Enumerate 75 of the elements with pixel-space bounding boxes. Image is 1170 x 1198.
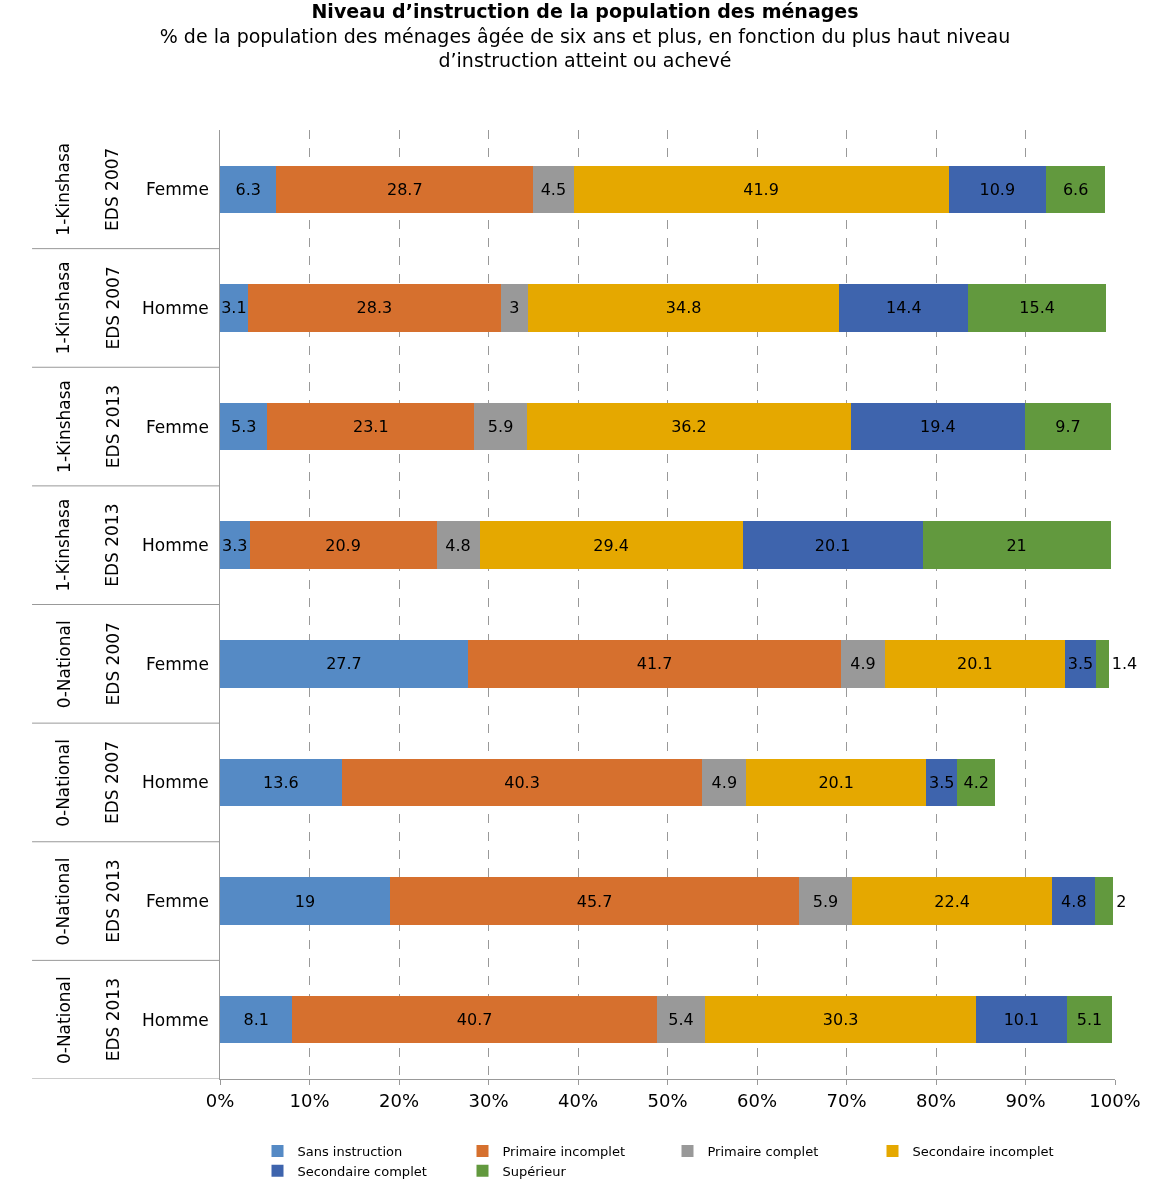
data-label: 4.2 [963, 772, 989, 792]
data-label: 3.5 [929, 772, 955, 792]
data-label: 28.3 [356, 298, 393, 318]
data-label: 6.6 [1062, 179, 1089, 199]
data-label: 20.1 [957, 654, 993, 674]
data-label: 4.8 [445, 535, 471, 555]
data-label: 40.3 [504, 772, 540, 792]
data-label: 3 [509, 298, 520, 318]
category-label: 0-National EDS 2013 Homme [53, 976, 209, 1065]
data-label: 13.6 [263, 772, 299, 792]
category-label: 0-National EDS 2007 Homme [52, 739, 209, 827]
data-label: 20.1 [818, 772, 855, 792]
data-label: 10.9 [979, 179, 1016, 199]
legend-label: Secondaire complet [297, 1163, 427, 1179]
data-label: 9.7 [1055, 417, 1081, 437]
data-label: 34.8 [665, 298, 702, 318]
x-tick-label: 60% [736, 1089, 778, 1111]
data-label: 45.7 [576, 891, 613, 911]
category-label: 1-Kinshasa EDS 2013 Homme [53, 498, 209, 592]
data-label: 14.4 [885, 298, 922, 318]
data-label: 5.9 [487, 417, 514, 437]
x-tick-label: 0% [205, 1089, 235, 1111]
data-label: 41.7 [636, 654, 673, 674]
data-label: 23.1 [352, 417, 389, 437]
data-label: 20.9 [325, 535, 361, 555]
x-tick-label: 80% [915, 1089, 957, 1111]
category-label: 0-National EDS 2013 Femme [53, 857, 209, 946]
data-label: 19.4 [919, 417, 956, 437]
category-label: 0-National EDS 2007 Femme [53, 620, 209, 709]
x-tick-label: 40% [557, 1089, 599, 1111]
data-label: 3.1 [221, 298, 247, 318]
legend-label: Primaire complet [707, 1143, 819, 1159]
data-label: 40.7 [456, 1010, 493, 1030]
data-label: 1.4 [1111, 654, 1138, 674]
legend-label: Secondaire incomplet [912, 1143, 1054, 1159]
chart-subtitle: % de la population des ménages âgée de six ans et plus, en fonction du plus haut niveau d’instruction atteint ou achevé [159, 24, 1011, 72]
data-label: 22.4 [934, 891, 970, 911]
legend-label: Supérieur [502, 1163, 567, 1179]
x-tick-label: 30% [468, 1089, 509, 1111]
data-label: 2 [1116, 891, 1127, 911]
x-tick-label: 90% [1005, 1089, 1046, 1111]
data-label: 3.3 [222, 535, 248, 555]
x-tick-label: 100% [1089, 1089, 1141, 1111]
data-label: 29.4 [593, 535, 629, 555]
data-label: 5.4 [668, 1010, 694, 1030]
data-label: 4.5 [540, 179, 567, 199]
data-label: 10.1 [1003, 1010, 1040, 1030]
data-label: 4.9 [711, 772, 738, 792]
category-label: 1-Kinshasa EDS 2007 Homme [53, 261, 209, 355]
x-tick-label: 20% [378, 1089, 420, 1111]
legend-label: Primaire incomplet [502, 1143, 626, 1159]
x-tick-label: 70% [826, 1089, 867, 1111]
data-label: 5.9 [812, 891, 839, 911]
data-label: 19 [294, 891, 316, 911]
category-label: 1-Kinshasa EDS 2013 Femme [53, 380, 209, 473]
data-label: 5.1 [1076, 1010, 1103, 1030]
data-label: 21 [1006, 535, 1027, 555]
category-label: 1-Kinshasa EDS 2007 Femme [53, 142, 209, 236]
data-label: 4.8 [1061, 891, 1087, 911]
x-tick-label: 50% [647, 1089, 688, 1111]
data-label: 36.2 [671, 417, 707, 437]
data-label: 8.1 [243, 1010, 269, 1030]
data-label: 30.3 [822, 1010, 859, 1030]
data-label: 6.3 [235, 179, 261, 199]
data-label: 4.9 [850, 654, 876, 674]
data-label: 5.3 [230, 417, 257, 437]
chart-title: Niveau d’instruction de la population des ménages [311, 0, 859, 22]
data-label: 27.7 [326, 654, 362, 674]
data-label: 20.1 [814, 535, 851, 555]
data-label: 28.7 [387, 179, 423, 199]
legend-label: Sans instruction [297, 1143, 403, 1159]
data-label: 15.4 [1019, 298, 1055, 318]
x-tick-label: 10% [289, 1089, 330, 1111]
data-label: 3.5 [1067, 654, 1094, 674]
data-label: 41.9 [743, 179, 779, 199]
